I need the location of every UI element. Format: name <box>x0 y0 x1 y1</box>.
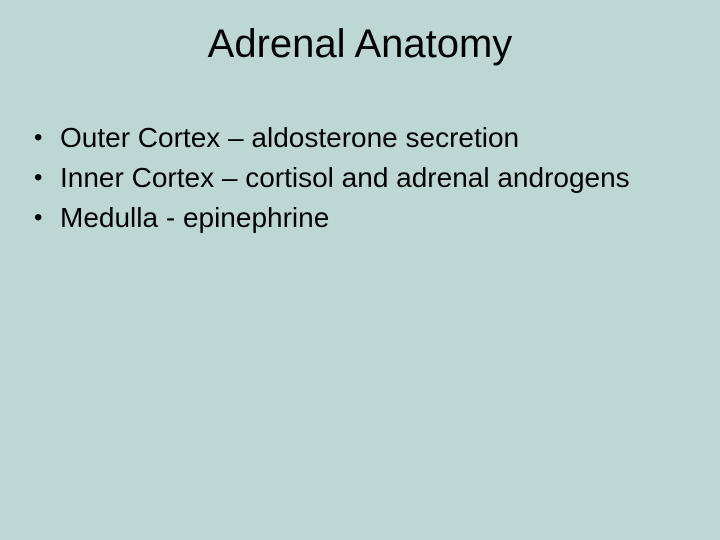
slide: Adrenal Anatomy Outer Cortex – aldostero… <box>0 0 720 540</box>
list-item: Outer Cortex – aldosterone secretion <box>28 118 680 158</box>
list-item: Medulla - epinephrine <box>28 198 680 238</box>
slide-body: Outer Cortex – aldosterone secretion Inn… <box>28 118 680 238</box>
list-item: Inner Cortex – cortisol and adrenal andr… <box>28 158 680 198</box>
bullet-list: Outer Cortex – aldosterone secretion Inn… <box>28 118 680 238</box>
slide-title: Adrenal Anatomy <box>0 22 720 67</box>
